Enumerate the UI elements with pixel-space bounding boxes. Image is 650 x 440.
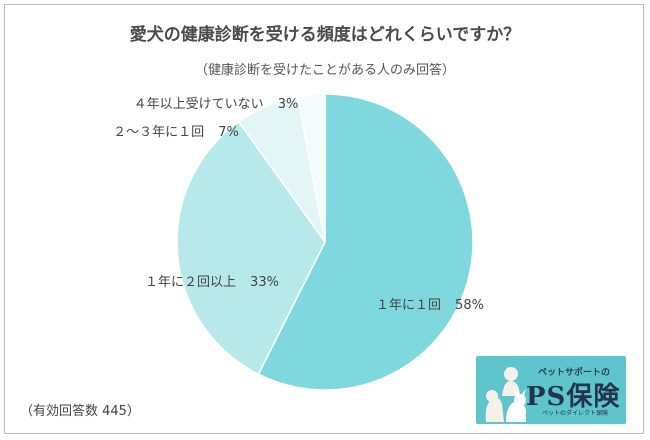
chart-subtitle: （健康診断を受けたことがある人のみ回答） <box>194 63 455 78</box>
pie-slice-3 <box>296 93 326 243</box>
slice-category-0: １年に１回 <box>376 298 441 313</box>
response-count-note: （有効回答数 445） <box>20 404 140 419</box>
chart-title: 愛犬の健康診断を受ける頻度はどれくらいですか？ <box>129 25 521 45</box>
slice-value-2: 7% <box>218 125 239 140</box>
pie-slice-0 <box>257 93 474 391</box>
slice-label-2: ２〜３年に１回 7% <box>113 125 239 140</box>
slice-value-3: 3% <box>278 97 299 112</box>
slice-value-0: 58% <box>455 298 484 313</box>
logo-subtext: ペットのダイレクト保険 <box>542 410 609 417</box>
pie-slice-1 <box>176 120 326 376</box>
slice-value-1: 33% <box>250 275 279 290</box>
logo-tagline: ペットサポートの <box>538 368 611 378</box>
slice-category-2: ２〜３年に１回 <box>113 125 204 140</box>
slice-label-1: １年に２回以上 33% <box>145 275 279 290</box>
ps-hoken-logo: ペットサポートの PS保険 ペットのダイレクト保険 <box>476 356 626 424</box>
dog-silhouette-icon <box>485 367 526 422</box>
slice-category-3: ４年以上受けていない <box>134 97 264 112</box>
logo-name: PS保険 <box>526 382 621 412</box>
slice-category-1: １年に２回以上 <box>145 275 236 290</box>
slice-label-0: １年に１回 58% <box>376 298 484 313</box>
slice-label-3: ４年以上受けていない 3% <box>134 97 299 112</box>
